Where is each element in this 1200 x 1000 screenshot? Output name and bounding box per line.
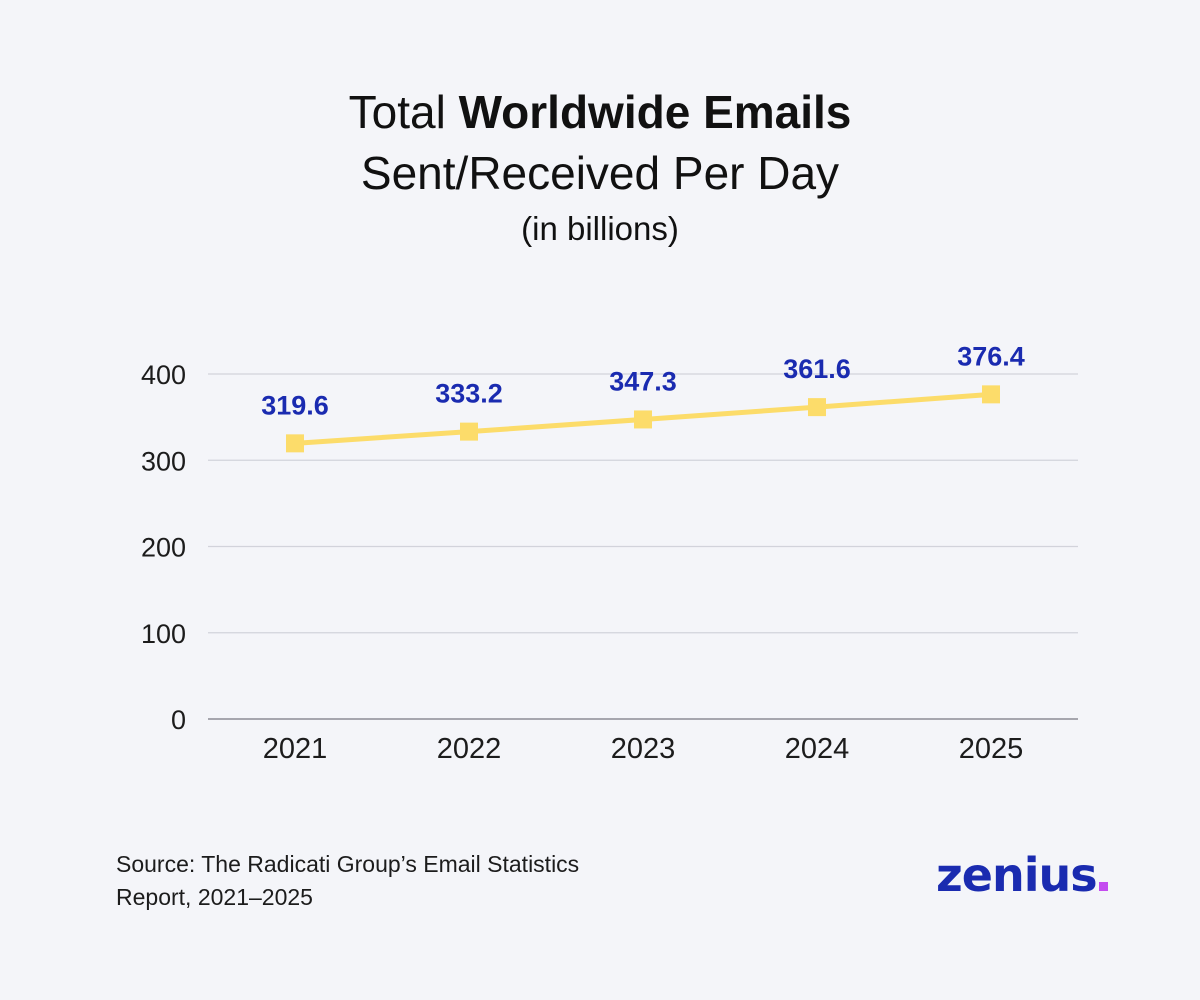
data-point-marker [808, 398, 826, 417]
title-line-1: Total Worldwide Emails [0, 82, 1200, 142]
logo-dot [1098, 882, 1108, 891]
data-point-marker [460, 422, 478, 441]
x-axis-ticks: 2021 2022 2023 2024 2025 [263, 733, 1024, 765]
data-point-marker [982, 385, 1000, 404]
x-tick-label: 2022 [437, 733, 502, 765]
x-tick-label: 2021 [263, 733, 328, 765]
title-line-2: Sent/Received Per Day [360, 147, 840, 199]
x-tick-label: 2023 [611, 733, 676, 765]
y-tick-label: 400 [141, 360, 186, 390]
x-tick-label: 2025 [959, 733, 1024, 765]
y-axis-ticks: 0 100 200 300 400 [141, 360, 186, 735]
title-unit: (in billions) [521, 210, 679, 247]
title-regular: Total [348, 86, 446, 138]
series-line [286, 385, 1000, 453]
data-label: 319.6 [261, 390, 329, 420]
data-labels: 319.6 333.2 347.3 361.6 376.4 [261, 341, 1025, 420]
data-label: 361.6 [783, 354, 851, 384]
chart-title: Total Worldwide Emails Sent/Received Per… [0, 82, 1200, 254]
x-tick-label: 2024 [785, 733, 850, 765]
y-tick-label: 300 [141, 446, 186, 476]
source-line-1: Source: The Radicati Group’s Email Stati… [116, 851, 580, 877]
source-note: Source: The Radicati Group’s Email Stati… [116, 848, 716, 914]
y-tick-label: 0 [171, 705, 186, 735]
y-tick-label: 100 [141, 619, 186, 649]
data-point-marker [286, 434, 304, 453]
source-line-2: Report, 2021–2025 [116, 884, 313, 910]
gridlines [208, 373, 1078, 720]
data-label: 333.2 [435, 379, 503, 409]
y-tick-label: 200 [141, 533, 186, 563]
zenius-logo: zenius [936, 848, 1108, 902]
data-label: 376.4 [957, 341, 1025, 371]
title-bold: Worldwide Emails [458, 86, 852, 138]
data-label: 347.3 [609, 366, 677, 396]
data-point-marker [634, 410, 652, 429]
logo-text: zenius [936, 848, 1098, 902]
